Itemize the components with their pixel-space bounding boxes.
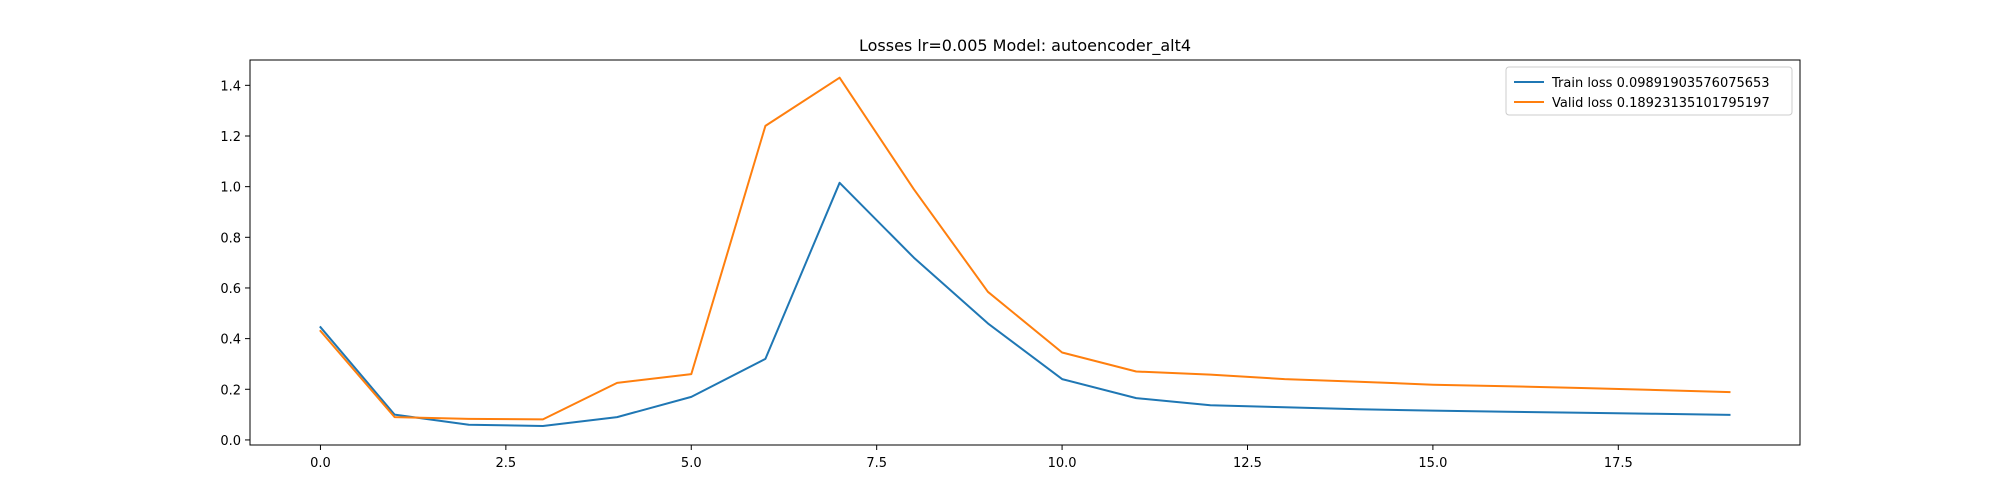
y-tick-label: 0.0 [220, 434, 241, 449]
legend: Train loss 0.09891903576075653 Valid loss… [1505, 66, 1793, 116]
legend-label-2: Valid loss 0.18923135101795197 [1552, 96, 1770, 111]
x-tick-label: 15.0 [1418, 456, 1447, 471]
x-tick-label: 10.0 [1048, 456, 1077, 471]
x-tick-label: 7.5 [866, 456, 887, 471]
axes: 0.0 2.5 5.0 7.5 10.0 12.5 15.0 17.5 0.0 0.2 0.4 0.6… [220, 59, 1801, 471]
y-tick-label: 1.2 [220, 130, 241, 145]
y-tick-label: 0.6 [220, 282, 241, 297]
series-line-1 [319, 181, 1731, 427]
x-tick-label: 17.5 [1604, 456, 1633, 471]
x-tick-label: 12.5 [1233, 456, 1262, 471]
axes-frame [249, 59, 1801, 446]
x-tick-label: 0.0 [310, 456, 331, 471]
x-tick-label: 2.5 [496, 456, 517, 471]
chart-title: Losses lr=0.005 Model: autoencoder_alt4 [859, 36, 1191, 56]
y-tick-label: 1.4 [220, 79, 241, 94]
y-tick-label: 0.2 [220, 383, 241, 398]
series-line-2 [319, 76, 1731, 421]
y-tick-label: 1.0 [220, 181, 241, 196]
x-tick-label: 5.0 [681, 456, 702, 471]
legend-box [1505, 66, 1793, 116]
y-tick-label: 0.4 [220, 333, 241, 348]
y-tick-label: 0.8 [220, 231, 241, 246]
legend-label-1: Train loss 0.09891903576075653 [1551, 76, 1770, 91]
plot-area [319, 76, 1731, 427]
